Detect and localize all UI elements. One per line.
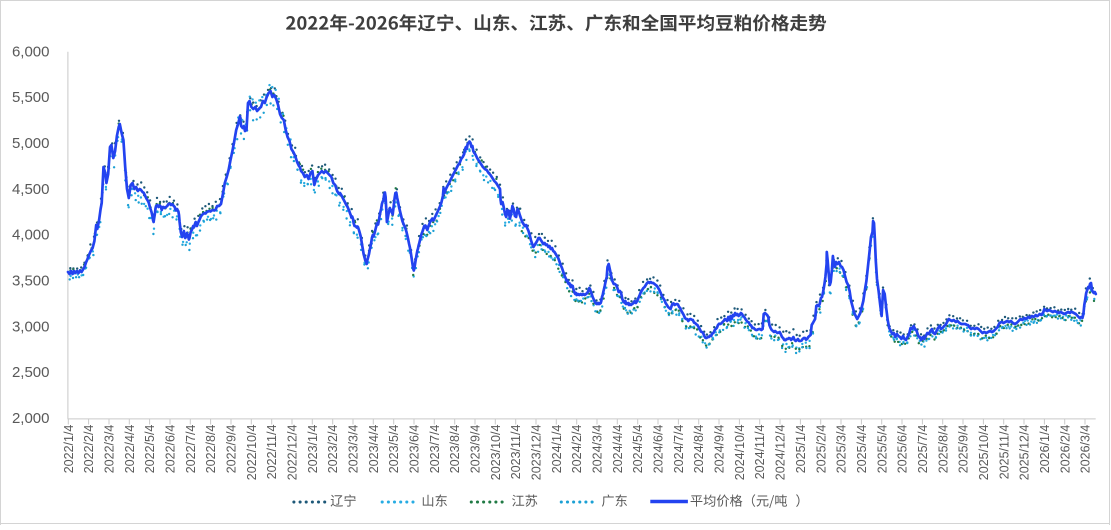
svg-text:2022/1/4: 2022/1/4 [62,425,76,474]
svg-text:2023/9/4: 2023/9/4 [469,425,483,474]
svg-text:2025/4/4: 2025/4/4 [855,425,869,474]
svg-text:2024/3/4: 2024/3/4 [591,425,605,474]
svg-text:2023/2/4: 2023/2/4 [326,425,340,474]
svg-text:2024/11/4: 2024/11/4 [753,425,767,480]
svg-text:2024/5/4: 2024/5/4 [631,425,645,474]
svg-text:2024/6/4: 2024/6/4 [652,425,666,474]
svg-text:2022/10/4: 2022/10/4 [245,425,259,481]
svg-text:2025/12/4: 2025/12/4 [1018,425,1032,481]
svg-text:2023/11/4: 2023/11/4 [509,425,523,480]
svg-text:5,000: 5,000 [12,135,50,152]
svg-text:2025/9/4: 2025/9/4 [957,425,971,474]
svg-text:2025/10/4: 2025/10/4 [977,425,991,481]
svg-text:2024/9/4: 2024/9/4 [713,425,727,474]
svg-text:2025/6/4: 2025/6/4 [896,425,910,474]
svg-text:4,000: 4,000 [12,227,50,244]
svg-text:2022/7/4: 2022/7/4 [184,425,198,474]
svg-text:2025/5/4: 2025/5/4 [875,425,889,474]
svg-text:2023/5/4: 2023/5/4 [387,425,401,474]
svg-text:2022/5/4: 2022/5/4 [143,425,157,474]
svg-text:2023/8/4: 2023/8/4 [448,425,462,474]
svg-text:2022/12/4: 2022/12/4 [286,425,300,481]
svg-text:2023/4/4: 2023/4/4 [367,425,381,474]
svg-text:2024/8/4: 2024/8/4 [692,425,706,474]
svg-text:2022/3/4: 2022/3/4 [103,425,117,474]
svg-text:2025/7/4: 2025/7/4 [916,425,930,474]
svg-text:2022/4/4: 2022/4/4 [123,425,137,474]
svg-text:4,500: 4,500 [12,181,50,198]
svg-text:2026/2/4: 2026/2/4 [1058,425,1072,474]
svg-text:2022/2/4: 2022/2/4 [82,425,96,474]
svg-text:2023/3/4: 2023/3/4 [347,425,361,474]
svg-text:2025/11/4: 2025/11/4 [997,425,1011,480]
svg-text:2025/2/4: 2025/2/4 [814,425,828,474]
svg-text:2022/6/4: 2022/6/4 [164,425,178,474]
svg-text:2026/3/4: 2026/3/4 [1079,425,1093,474]
svg-text:2023/10/4: 2023/10/4 [489,425,503,481]
svg-text:2024/12/4: 2024/12/4 [774,425,788,481]
svg-text:2022/9/4: 2022/9/4 [225,425,239,474]
svg-text:2022/8/4: 2022/8/4 [204,425,218,474]
svg-text:2024/1/4: 2024/1/4 [550,425,564,474]
svg-text:2023/7/4: 2023/7/4 [428,425,442,474]
svg-text:2023/6/4: 2023/6/4 [408,425,422,474]
svg-text:2,500: 2,500 [12,364,50,381]
svg-text:2024/2/4: 2024/2/4 [570,425,584,474]
svg-text:2025/8/4: 2025/8/4 [936,425,950,474]
svg-text:2025/1/4: 2025/1/4 [794,425,808,474]
svg-text:3,500: 3,500 [12,273,50,290]
svg-text:2026/1/4: 2026/1/4 [1038,425,1052,474]
svg-text:5,500: 5,500 [12,89,50,106]
svg-text:2024/10/4: 2024/10/4 [733,425,747,481]
svg-text:2023/1/4: 2023/1/4 [306,425,320,474]
svg-text:2,000: 2,000 [12,410,50,427]
svg-text:2025/3/4: 2025/3/4 [835,425,849,474]
svg-text:2024/7/4: 2024/7/4 [672,425,686,474]
svg-text:3,000: 3,000 [12,318,50,335]
svg-text:2022/11/4: 2022/11/4 [265,425,279,480]
svg-text:2023/12/4: 2023/12/4 [530,425,544,481]
svg-text:2024/4/4: 2024/4/4 [611,425,625,474]
svg-text:6,000: 6,000 [12,43,50,60]
